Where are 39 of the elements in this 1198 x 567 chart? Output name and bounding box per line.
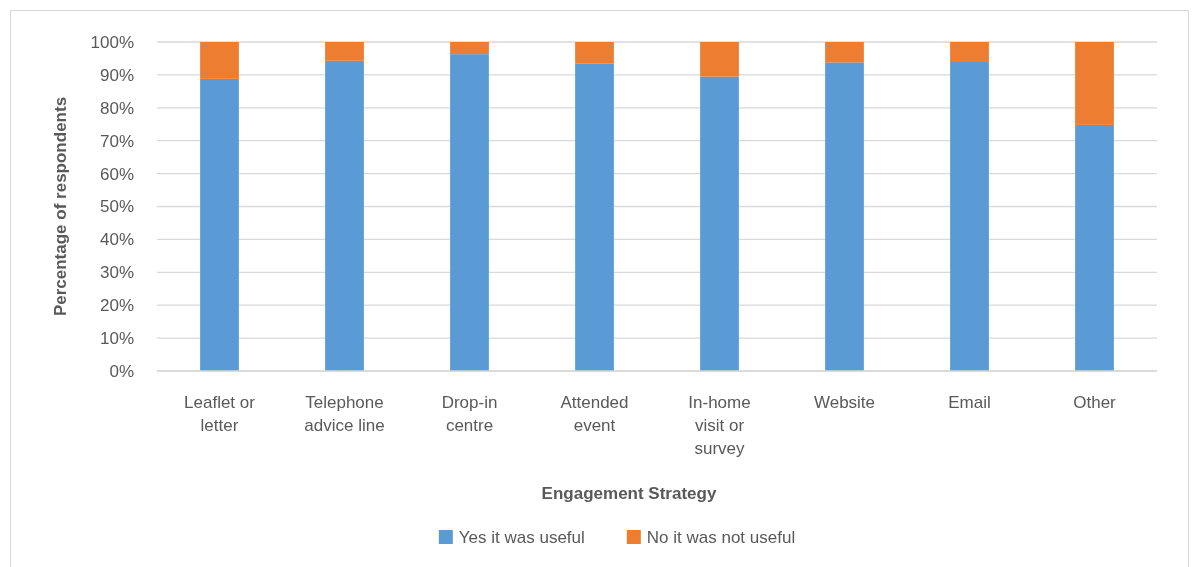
y-tick-label: 60% <box>99 164 134 184</box>
y-tick-label: 80% <box>99 98 134 118</box>
x-tick-label: Attended event <box>560 393 629 435</box>
bar <box>200 42 239 79</box>
bar <box>700 76 739 371</box>
bar <box>950 42 989 62</box>
x-tick-label: Website <box>813 393 876 412</box>
legend-label: Yes it was useful <box>458 527 585 547</box>
bar <box>450 54 489 371</box>
bar <box>700 42 739 77</box>
bar <box>1075 124 1114 371</box>
bar <box>825 62 864 371</box>
x-tick-label: Email <box>948 393 991 412</box>
x-tick-label: Telephone advice line <box>304 393 385 435</box>
x-tick-label: Drop-in centre <box>441 393 498 435</box>
legend-label: No it was not useful <box>646 527 796 547</box>
y-tick-label: 0% <box>109 361 134 381</box>
bar <box>575 63 614 371</box>
bar <box>450 42 489 55</box>
x-tick-label: Leaflet or letter <box>184 393 256 435</box>
y-tick-label: 70% <box>99 131 134 151</box>
bar <box>200 78 239 371</box>
x-tick-label: Other <box>1073 393 1117 412</box>
x-tick-label: In-home visit or survey <box>688 393 751 458</box>
y-tick-label: 30% <box>99 263 134 283</box>
y-tick-label: 50% <box>99 197 134 217</box>
x-axis-title: Engagement Strategy <box>541 484 717 503</box>
bar <box>825 42 864 63</box>
bar <box>950 61 989 371</box>
bar <box>1075 42 1114 125</box>
bar <box>325 60 364 371</box>
y-axis-title: Percentage of respondents <box>51 96 70 317</box>
y-tick-label: 90% <box>99 65 134 85</box>
bar <box>575 42 614 64</box>
y-tick-label: 10% <box>99 329 134 349</box>
y-tick-label: 40% <box>99 230 134 250</box>
y-tick-label: 100% <box>90 32 134 52</box>
y-tick-label: 20% <box>99 296 134 316</box>
bar <box>325 42 364 61</box>
